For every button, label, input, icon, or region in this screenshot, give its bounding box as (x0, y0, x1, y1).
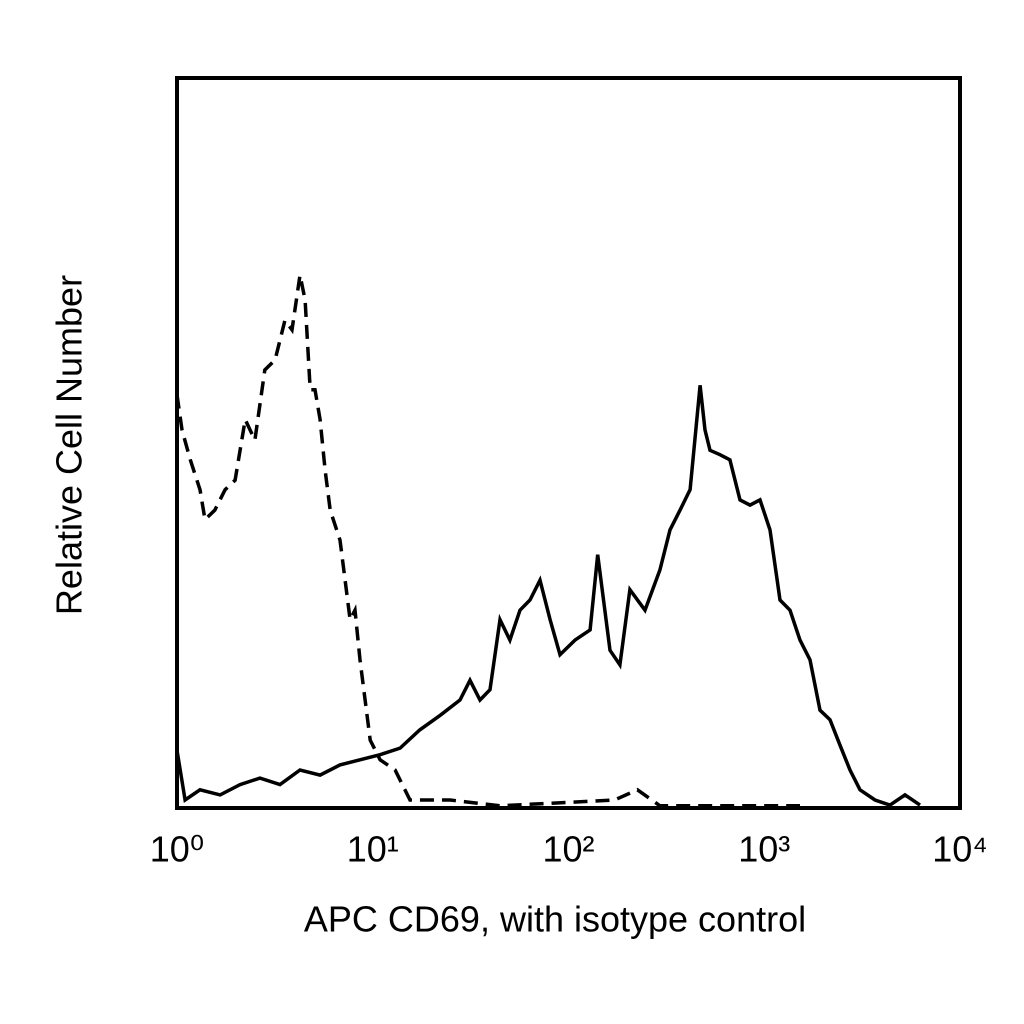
x-axis-label: APC CD69, with isotype control (304, 899, 806, 940)
x-tick-label: 10³ (738, 829, 790, 870)
x-tick-label: 10¹ (347, 829, 399, 870)
x-tick-label: 10² (542, 829, 594, 870)
y-axis-label: Relative Cell Number (49, 275, 90, 615)
histogram-line (175, 385, 921, 808)
plot-frame (175, 76, 962, 810)
x-tick-label: 10⁴ (932, 829, 988, 870)
x-tick-label: 10⁰ (150, 829, 204, 870)
histogram-line (175, 274, 800, 808)
